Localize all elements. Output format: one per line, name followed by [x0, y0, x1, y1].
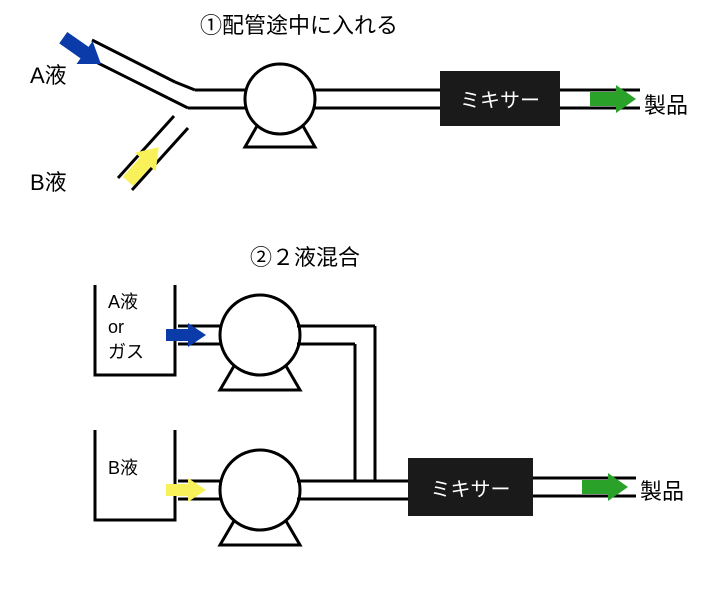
- diagram1-title: ①配管途中に入れる: [200, 8, 398, 40]
- d1-arrow-B: [118, 138, 170, 191]
- d2-tankA-label: A液 or ガス: [108, 290, 144, 366]
- d2-label-product: 製品: [640, 474, 684, 506]
- d2-tankB-label: B液: [108, 454, 138, 480]
- d1-label-B: B液: [30, 165, 67, 197]
- d2-mixer: ミキサー: [408, 458, 533, 516]
- d1-label-A: A液: [30, 58, 67, 90]
- diagram2-lines: [95, 285, 636, 545]
- d1-label-product: 製品: [644, 88, 688, 120]
- diagram-svg: [0, 0, 708, 600]
- d1-mixer: ミキサー: [440, 71, 560, 126]
- diagram2-title: ②２液混合: [250, 240, 360, 272]
- d2-tankA-line1: A液: [108, 292, 138, 312]
- d2-tankA-line2: or: [108, 317, 124, 337]
- d2-tankA-line3: ガス: [108, 342, 144, 362]
